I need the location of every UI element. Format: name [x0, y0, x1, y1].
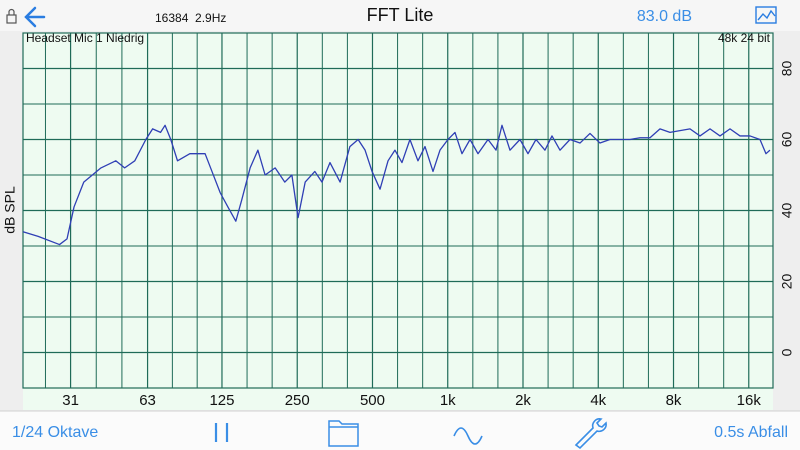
decay-button[interactable]: 0.5s Abfall — [714, 424, 788, 441]
app-title: FFT Lite — [367, 5, 434, 25]
y-tick-label: 80 — [779, 61, 795, 77]
toolbar — [0, 411, 800, 450]
format-label: 48k 24 bit — [718, 31, 771, 45]
level-readout[interactable]: 83.0 dB — [637, 8, 692, 25]
spectrum-line — [22, 124, 771, 246]
lock-icon — [6, 8, 17, 24]
x-tick-label: 2k — [515, 392, 531, 409]
settings-button[interactable] — [574, 418, 607, 450]
back-button[interactable] — [24, 6, 46, 28]
plot: 31 63 125 250 500 1k 2k 4k 8k 16k 0 20 40 60 80 Headset… — [22, 31, 795, 410]
resolution-button[interactable]: 1/24 Oktave — [12, 424, 98, 441]
x-tick-label: 16k — [737, 392, 762, 409]
x-tick-label: 4k — [590, 392, 606, 409]
pause-button[interactable] — [214, 423, 229, 442]
y-tick-label: 40 — [779, 203, 795, 219]
y-axis-title: dB SPL — [2, 186, 18, 234]
y-tick-label: 60 — [779, 132, 795, 148]
y-tick-label: 20 — [779, 274, 795, 290]
chart-button[interactable] — [755, 6, 777, 24]
y-tick-label: 0 — [779, 348, 795, 356]
x-tick-label: 8k — [666, 392, 682, 409]
x-tick-label: 63 — [139, 392, 156, 409]
x-tick-label: 31 — [62, 392, 79, 409]
x-tick-label: 1k — [440, 392, 456, 409]
folder-button[interactable] — [328, 420, 359, 447]
plot-frame — [22, 32, 774, 389]
x-tick-label: 250 — [285, 392, 310, 409]
x-tick-label: 500 — [360, 392, 385, 409]
input-label: Headset Mic 1 Niedrig — [26, 31, 144, 45]
signal-button[interactable] — [453, 427, 483, 445]
fft-info: 16384 2.9Hz — [155, 11, 226, 25]
x-tick-label: 125 — [209, 392, 234, 409]
top-bar — [0, 0, 800, 31]
